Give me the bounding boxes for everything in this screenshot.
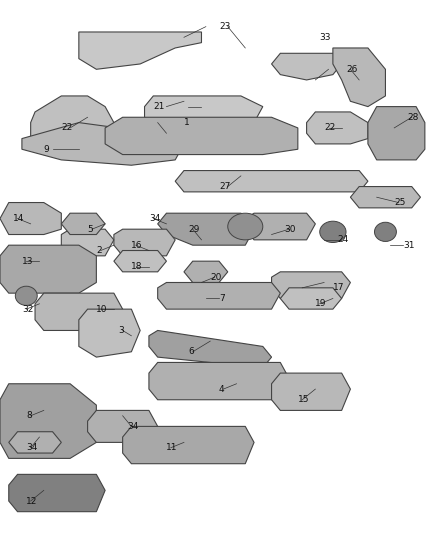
Text: 24: 24 [337,236,349,244]
Text: 14: 14 [13,214,25,223]
Polygon shape [368,107,425,160]
Text: 23: 23 [219,22,230,31]
Text: 34: 34 [149,214,160,223]
Text: 16: 16 [131,241,143,249]
Text: 6: 6 [188,348,194,356]
Polygon shape [350,187,420,208]
Ellipse shape [320,221,346,243]
Polygon shape [0,203,61,235]
Polygon shape [123,426,254,464]
Text: 21: 21 [153,102,165,111]
Ellipse shape [228,213,263,240]
Text: 22: 22 [324,124,336,132]
Text: 5: 5 [88,225,93,233]
Text: 19: 19 [315,300,327,308]
Text: 29: 29 [188,225,200,233]
Polygon shape [158,213,254,245]
Text: 26: 26 [346,65,357,74]
Polygon shape [88,410,158,442]
Text: 4: 4 [219,385,225,393]
Polygon shape [35,293,123,330]
Text: 10: 10 [96,305,108,313]
Polygon shape [280,288,342,309]
Polygon shape [145,96,263,128]
Ellipse shape [374,222,396,241]
Text: 12: 12 [26,497,38,505]
Text: 34: 34 [26,443,38,452]
Polygon shape [245,213,315,240]
Text: 30: 30 [285,225,296,233]
Text: 17: 17 [333,284,344,292]
Polygon shape [175,171,368,192]
Text: 31: 31 [403,241,414,249]
Polygon shape [307,112,368,144]
Polygon shape [9,432,61,453]
Polygon shape [105,117,298,155]
Text: 2: 2 [96,246,102,255]
Polygon shape [272,53,342,80]
Text: 22: 22 [61,124,73,132]
Polygon shape [79,309,140,357]
Text: 1: 1 [184,118,190,127]
Text: 34: 34 [127,422,138,431]
Polygon shape [272,373,350,410]
Text: 3: 3 [118,326,124,335]
Ellipse shape [15,286,37,305]
Polygon shape [31,96,114,155]
Polygon shape [272,272,350,298]
Polygon shape [9,474,105,512]
Text: 11: 11 [166,443,178,452]
Polygon shape [333,48,385,107]
Text: 8: 8 [26,411,32,420]
Polygon shape [79,32,201,69]
Text: 15: 15 [298,395,309,404]
Polygon shape [149,330,272,368]
Polygon shape [0,245,96,293]
Text: 32: 32 [22,305,33,313]
Polygon shape [61,213,105,235]
Text: 18: 18 [131,262,143,271]
Polygon shape [0,384,96,458]
Polygon shape [114,229,175,256]
Text: 20: 20 [210,273,222,281]
Polygon shape [184,261,228,282]
Text: 27: 27 [219,182,230,191]
Text: 9: 9 [44,145,49,154]
Text: 33: 33 [320,33,331,42]
Polygon shape [158,282,280,309]
Text: 28: 28 [407,113,419,122]
Text: 13: 13 [22,257,33,265]
Polygon shape [61,229,114,256]
Polygon shape [22,123,184,165]
Polygon shape [114,251,166,272]
Polygon shape [149,362,289,400]
Text: 7: 7 [219,294,225,303]
Text: 25: 25 [394,198,406,207]
